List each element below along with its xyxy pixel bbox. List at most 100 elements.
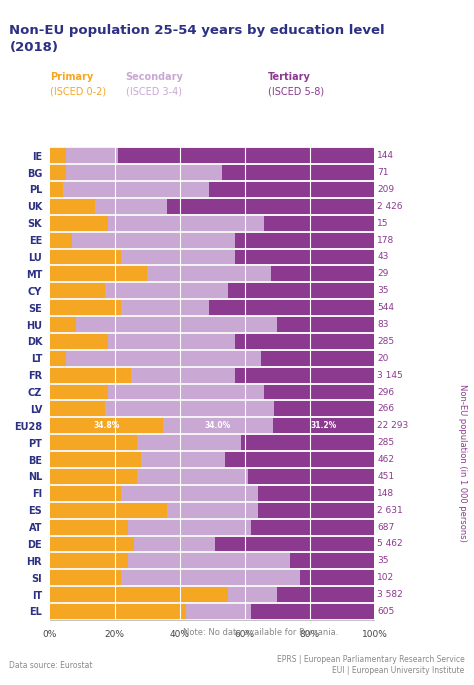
Bar xyxy=(274,401,374,416)
Bar xyxy=(209,300,374,315)
Text: Secondary: Secondary xyxy=(126,72,183,82)
Bar xyxy=(73,233,235,247)
Text: 544: 544 xyxy=(377,303,394,312)
Text: (ISCED 5-8): (ISCED 5-8) xyxy=(268,87,324,97)
Bar xyxy=(300,571,374,585)
Bar xyxy=(95,199,167,214)
Text: 83: 83 xyxy=(377,320,389,329)
Text: 451: 451 xyxy=(377,472,394,481)
Bar xyxy=(141,452,225,467)
Text: 296: 296 xyxy=(377,388,394,397)
Bar xyxy=(50,165,66,180)
Bar xyxy=(50,587,228,602)
Bar xyxy=(257,503,374,518)
Bar xyxy=(257,486,374,501)
Bar xyxy=(251,520,374,534)
Bar xyxy=(215,536,374,551)
Bar xyxy=(50,249,121,264)
Bar xyxy=(50,401,105,416)
Bar xyxy=(66,165,222,180)
Text: 35: 35 xyxy=(377,556,389,565)
Text: EUI | European University Institute: EUI | European University Institute xyxy=(332,666,465,675)
Bar xyxy=(271,266,374,282)
Bar xyxy=(241,435,374,450)
Text: Primary: Primary xyxy=(50,72,93,82)
Bar xyxy=(50,317,76,332)
Bar xyxy=(50,182,63,197)
Bar xyxy=(121,486,257,501)
Text: 209: 209 xyxy=(377,185,394,194)
Text: Note: No data available for Romania.: Note: No data available for Romania. xyxy=(183,628,338,637)
Text: 102: 102 xyxy=(377,573,394,582)
Text: (ISCED 0-2): (ISCED 0-2) xyxy=(50,87,106,97)
Bar xyxy=(261,351,374,366)
Bar xyxy=(121,249,235,264)
Text: 178: 178 xyxy=(377,236,394,245)
Bar xyxy=(137,469,248,484)
Bar xyxy=(50,284,105,298)
Text: 22 293: 22 293 xyxy=(377,421,409,430)
Bar xyxy=(63,182,209,197)
Text: 15: 15 xyxy=(377,219,389,227)
Bar xyxy=(105,284,228,298)
Bar xyxy=(235,249,374,264)
Bar xyxy=(108,384,264,399)
Bar xyxy=(118,148,374,163)
Text: 2 631: 2 631 xyxy=(377,506,403,514)
Bar xyxy=(50,199,95,214)
Bar xyxy=(50,419,163,433)
Text: (ISCED 3-4): (ISCED 3-4) xyxy=(126,87,182,97)
Bar xyxy=(235,368,374,383)
Bar xyxy=(50,452,141,467)
Text: 144: 144 xyxy=(377,151,394,160)
Bar xyxy=(121,571,300,585)
Bar xyxy=(167,199,374,214)
Bar xyxy=(50,334,108,349)
Bar xyxy=(50,435,137,450)
Bar xyxy=(108,334,235,349)
Bar xyxy=(50,604,186,619)
Text: 34.8%: 34.8% xyxy=(93,421,119,430)
Bar xyxy=(50,148,66,163)
Bar xyxy=(277,587,374,602)
Bar xyxy=(186,604,251,619)
Bar xyxy=(121,300,209,315)
Text: 462: 462 xyxy=(377,455,394,464)
Text: 148: 148 xyxy=(377,489,394,498)
Bar xyxy=(50,384,108,399)
Bar xyxy=(264,384,374,399)
Bar xyxy=(273,419,374,433)
Bar xyxy=(290,553,374,569)
Bar xyxy=(50,368,131,383)
Text: 31.2%: 31.2% xyxy=(310,421,337,430)
Text: Data source: Eurostat: Data source: Eurostat xyxy=(9,661,93,670)
Bar xyxy=(50,266,147,282)
Bar xyxy=(50,553,128,569)
Text: 266: 266 xyxy=(377,404,394,414)
Bar xyxy=(50,486,121,501)
Text: Tertiary: Tertiary xyxy=(268,72,310,82)
Bar xyxy=(134,536,215,551)
Text: (2018): (2018) xyxy=(9,41,58,54)
Text: 20: 20 xyxy=(377,353,389,363)
Bar xyxy=(50,571,121,585)
Bar xyxy=(50,233,73,247)
Bar xyxy=(50,503,167,518)
Bar xyxy=(228,587,277,602)
Text: 29: 29 xyxy=(377,269,389,278)
Bar xyxy=(137,435,241,450)
Bar xyxy=(147,266,271,282)
Bar xyxy=(105,401,274,416)
Bar xyxy=(66,351,261,366)
Bar xyxy=(264,216,374,231)
Bar xyxy=(251,604,374,619)
Bar xyxy=(128,553,290,569)
Bar xyxy=(209,182,374,197)
Bar xyxy=(50,300,121,315)
Bar xyxy=(235,334,374,349)
Bar xyxy=(163,419,273,433)
Bar xyxy=(66,148,118,163)
Bar xyxy=(225,452,374,467)
Bar xyxy=(50,216,108,231)
Bar xyxy=(128,520,251,534)
